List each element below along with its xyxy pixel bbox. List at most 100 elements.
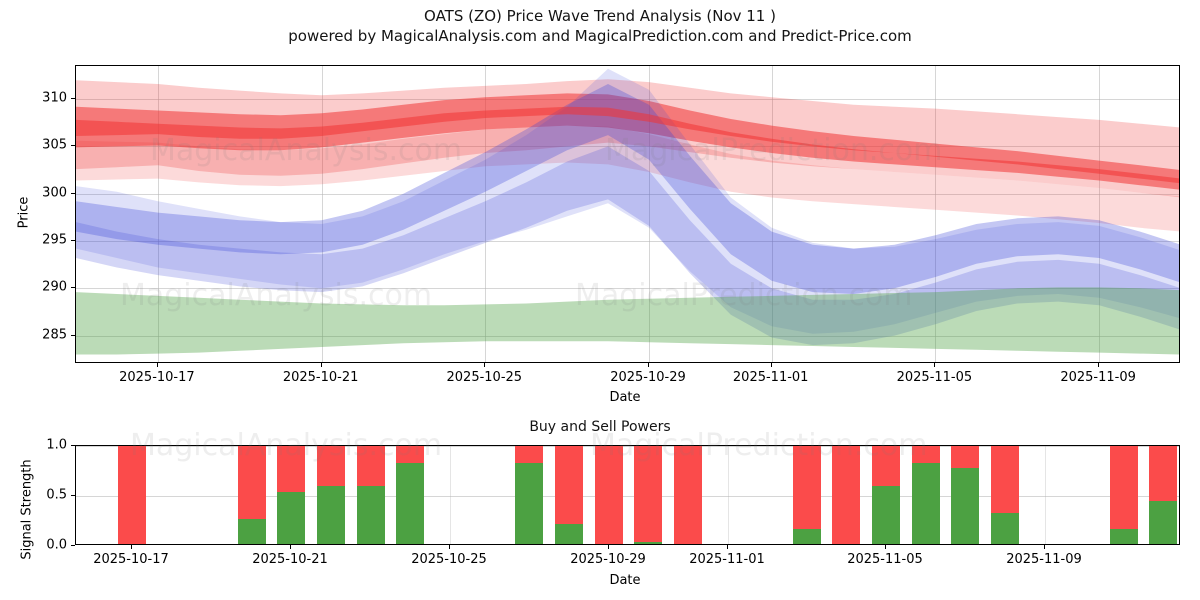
price-gridline-v	[1099, 66, 1101, 362]
price-gridline-v	[649, 66, 650, 362]
bar-buy-segment	[238, 519, 266, 544]
powers-xtick-label: 2025-11-01	[689, 552, 765, 567]
powers-ytick-label: 0.5	[46, 487, 67, 503]
bar-group	[396, 446, 424, 544]
price-xtick-label: 2025-11-01	[732, 370, 809, 385]
price-ytick-mark	[71, 240, 75, 241]
price-ytick-label: 300	[42, 185, 67, 201]
price-xtick-mark	[156, 363, 158, 367]
bar-buy-segment	[396, 463, 424, 544]
price-xtick-mark	[320, 363, 322, 367]
bar-group	[991, 446, 1019, 544]
powers-xtick-mark	[608, 545, 609, 549]
powers-x-axis-label: Date	[609, 573, 641, 588]
powers-gridline-h	[76, 496, 1179, 497]
price-xtick-label: 2025-11-09	[1060, 370, 1136, 385]
powers-gridline-v	[1045, 446, 1046, 544]
powers-xtick-label: 2025-11-05	[847, 552, 923, 567]
bar-buy-segment	[872, 486, 900, 544]
bar-group	[912, 446, 940, 544]
price-ytick-mark	[71, 334, 75, 336]
price-ytick-label: 295	[42, 232, 67, 248]
band-red-outer-band	[76, 79, 1179, 198]
bar-sell-segment	[118, 446, 146, 544]
price-gridline-v	[321, 66, 323, 362]
bar-sell-segment	[951, 446, 979, 468]
powers-xtick-mark	[131, 545, 132, 549]
price-x-axis-label: Date	[609, 390, 641, 405]
price-ytick-mark	[71, 192, 75, 194]
bar-buy-segment	[912, 463, 940, 544]
bar-group	[1149, 446, 1177, 544]
bar-group	[951, 446, 979, 544]
bar-group	[555, 446, 583, 544]
bar-sell-segment	[595, 446, 623, 544]
bar-sell-segment	[793, 446, 821, 529]
bar-sell-segment	[634, 446, 662, 542]
price-xtick-label: 2025-10-25	[446, 370, 523, 385]
bar-sell-segment	[357, 446, 385, 486]
price-gridline-h	[76, 288, 1179, 290]
bar-buy-segment	[1110, 529, 1138, 544]
bar-buy-segment	[317, 486, 345, 544]
bar-group	[634, 446, 662, 544]
powers-gridline-v	[728, 446, 729, 544]
bar-group	[515, 446, 543, 544]
powers-ytick-mark	[71, 495, 75, 496]
bar-sell-segment	[238, 446, 266, 519]
price-ytick-label: 285	[42, 327, 67, 343]
price-xtick-mark	[648, 363, 649, 367]
bar-group	[872, 446, 900, 544]
price-ytick-label: 290	[42, 279, 67, 295]
bar-sell-segment	[1110, 446, 1138, 529]
band-blue-lower-band	[76, 146, 1179, 346]
page-title: OATS (ZO) Price Wave Trend Analysis (Nov…	[424, 7, 776, 25]
powers-xtick-label: 2025-10-25	[411, 552, 487, 567]
powers-ytick-mark	[71, 545, 75, 546]
band-blue-outer-band	[76, 68, 1179, 334]
bar-buy-segment	[793, 529, 821, 544]
bar-sell-segment	[396, 446, 424, 463]
bar-buy-segment	[991, 513, 1019, 544]
price-xtick-mark	[934, 363, 936, 367]
chart-title-block: OATS (ZO) Price Wave Trend Analysis (Nov…	[0, 6, 1200, 46]
bar-buy-segment	[1149, 501, 1177, 544]
bar-group	[317, 446, 345, 544]
bar-group	[118, 446, 146, 544]
powers-xtick-label: 2025-11-09	[1006, 552, 1082, 567]
bar-sell-segment	[277, 446, 305, 492]
bar-sell-segment	[555, 446, 583, 524]
price-gridline-v	[485, 66, 487, 362]
bar-group	[277, 446, 305, 544]
bar-group	[238, 446, 266, 544]
bar-sell-segment	[872, 446, 900, 486]
price-wave-bands	[76, 68, 1179, 355]
bar-buy-segment	[515, 463, 543, 544]
bar-group	[595, 446, 623, 544]
powers-title: Buy and Sell Powers	[529, 419, 671, 435]
band-red-lower-shadow-band	[76, 125, 1179, 232]
powers-xtick-label: 2025-10-29	[570, 552, 646, 567]
band-red-core	[76, 106, 1179, 184]
bar-sell-segment	[674, 446, 702, 544]
price-ytick-mark	[71, 145, 75, 147]
powers-xtick-label: 2025-10-21	[252, 552, 328, 567]
bar-group	[793, 446, 821, 544]
price-gridline-h	[76, 241, 1179, 242]
price-xtick-label: 2025-10-29	[610, 370, 686, 385]
bar-sell-segment	[912, 446, 940, 463]
powers-ytick-label: 1.0	[46, 437, 67, 453]
price-ytick-mark	[71, 287, 75, 289]
band-green-support-band	[76, 287, 1179, 355]
powers-xtick-mark	[727, 545, 728, 549]
bar-buy-segment	[951, 468, 979, 544]
powers-y-axis-label: Signal Strength	[19, 459, 35, 560]
price-gridline-h	[76, 335, 1179, 337]
bar-group	[674, 446, 702, 544]
bar-group	[357, 446, 385, 544]
powers-panel: Buy and Sell Powers Signal Strength Date	[0, 405, 1200, 600]
price-xtick-label: 2025-11-05	[896, 370, 973, 385]
price-gridline-h	[76, 146, 1179, 148]
band-red-inner-band	[76, 93, 1179, 190]
price-gridline-v	[935, 66, 937, 362]
